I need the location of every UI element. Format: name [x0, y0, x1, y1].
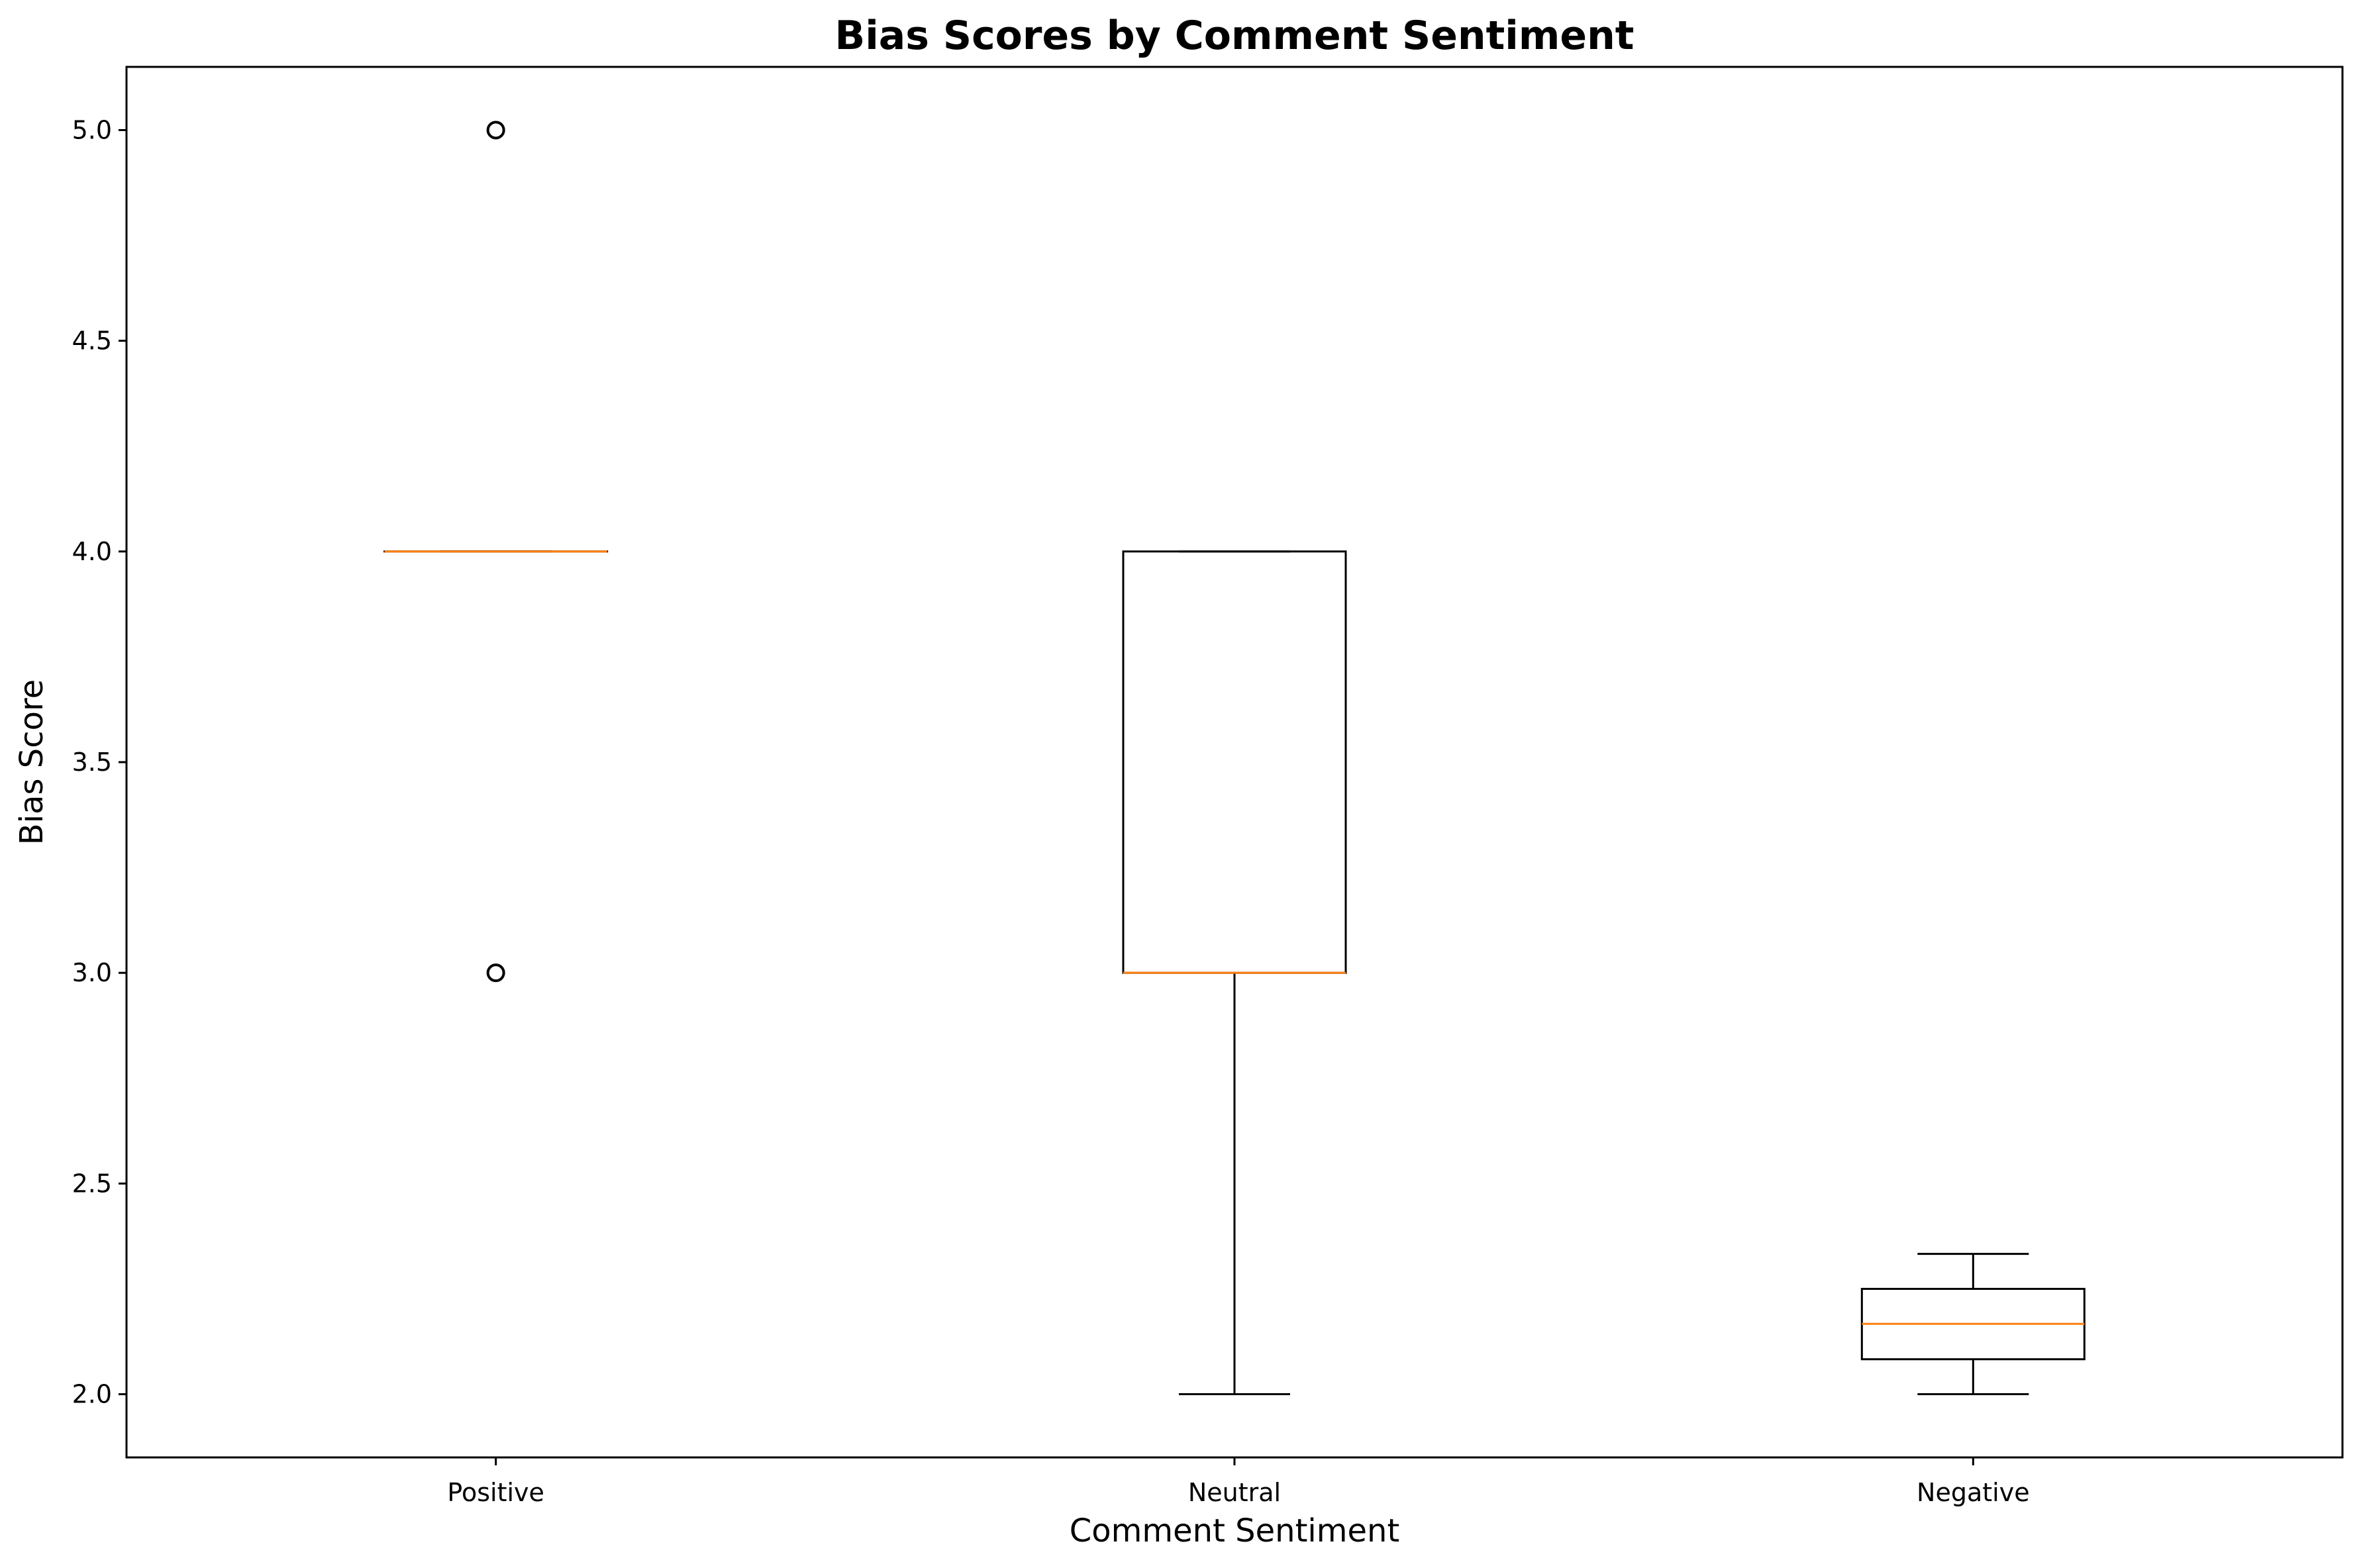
outlier-point	[486, 963, 505, 983]
y-tick-label: 4.0	[72, 537, 112, 566]
x-tick-label: Positive	[447, 1478, 544, 1507]
x-axis-label: Comment Sentiment	[1070, 1512, 1400, 1549]
y-tick-label: 2.5	[72, 1169, 112, 1198]
x-axis-ticks: Positive Neutral Negative	[447, 1457, 2030, 1507]
y-tick-label: 2.0	[72, 1380, 112, 1409]
y-tick-label: 5.0	[72, 115, 112, 144]
plot-frame	[125, 66, 2344, 1459]
y-tick-label: 3.5	[72, 748, 112, 777]
box-negative	[1860, 1253, 2086, 1396]
box-positive	[383, 121, 609, 983]
chart-title: Bias Scores by Comment Sentiment	[835, 13, 1634, 59]
plot-marks	[383, 121, 2086, 1396]
y-tick-label: 3.0	[72, 958, 112, 987]
outlier-point	[486, 121, 505, 140]
x-tick-label: Negative	[1917, 1478, 2030, 1507]
box-neutral	[1122, 550, 1347, 1396]
x-tick-label: Neutral	[1188, 1478, 1281, 1507]
y-tick-label: 4.5	[72, 326, 112, 356]
y-axis-label: Bias Score	[13, 679, 50, 845]
y-axis-ticks: 2.0 2.5 3.0 3.5 4.0 4.5 5.0	[72, 115, 126, 1409]
